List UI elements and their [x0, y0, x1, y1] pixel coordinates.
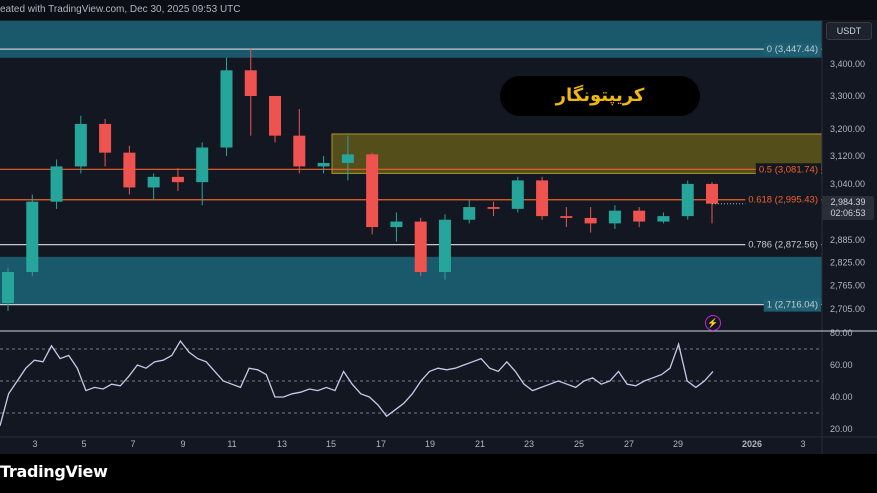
time-tick-label: 27	[624, 439, 634, 449]
attribution-text: eated with TradingView.com, Dec 30, 2025…	[0, 4, 241, 15]
rsi-tick-label: 80.00	[830, 328, 853, 338]
candle-body	[438, 219, 451, 273]
rsi-tick-label: 20.00	[830, 424, 853, 434]
fib-label: 1 (2,716.04)	[767, 300, 818, 311]
fib-label: 0.5 (3,081.74)	[759, 164, 818, 175]
time-tick-label: 13	[277, 439, 287, 449]
zone-box	[0, 256, 822, 305]
candles-group	[2, 48, 718, 311]
candle-body	[463, 207, 476, 220]
alert-bolt-icon[interactable]: ⚡	[705, 315, 721, 331]
logo-text: کریپتونگار	[555, 85, 645, 106]
zone-box	[331, 133, 823, 174]
zone-box	[0, 20, 822, 58]
candle-body	[536, 180, 549, 217]
candle-body	[269, 95, 282, 136]
time-tick-label: 11	[227, 439, 236, 449]
rsi-tick-label: 60.00	[830, 360, 853, 370]
candle-body	[341, 154, 354, 163]
candle-body	[147, 176, 160, 188]
price-tick-label: 3,040.00	[830, 179, 865, 189]
current-price-label: 2,984.39 02:06:53	[822, 196, 874, 220]
candle-body	[99, 123, 112, 153]
candle-body	[633, 210, 646, 222]
time-tick-label: 21	[475, 439, 485, 449]
attribution-bar: eated with TradingView.com, Dec 30, 2025…	[0, 0, 877, 20]
time-tick-label: 9	[180, 439, 185, 449]
candle-body	[560, 216, 573, 218]
time-tick-label: 15	[326, 439, 336, 449]
candle-body	[26, 201, 39, 273]
currency-selector[interactable]: USDT	[826, 22, 872, 40]
tradingview-brand: TradingView	[0, 462, 108, 481]
fib-label-bg	[763, 298, 821, 312]
candle-countdown: 02:06:53	[830, 208, 866, 218]
fib-label-bg	[755, 163, 821, 177]
price-tick-label: 2,825.00	[830, 257, 865, 267]
candle-body	[317, 162, 330, 167]
candle-body	[390, 221, 403, 228]
watermark-logo: کریپتونگار	[500, 76, 700, 116]
fib-label: 0.786 (2,872.56)	[748, 240, 818, 251]
fib-label: 0 (3,447.44)	[767, 44, 818, 55]
candle-body	[608, 210, 621, 224]
time-tick-label: 29	[673, 439, 683, 449]
time-tick-label: 3	[32, 439, 37, 449]
candle-body	[511, 180, 524, 209]
price-tick-label: 2,765.00	[830, 280, 865, 290]
candle-body	[2, 272, 14, 304]
price-tick-label: 3,300.00	[830, 91, 865, 101]
candle-body	[74, 123, 87, 167]
candle-body	[220, 70, 233, 148]
candle-body	[487, 207, 500, 209]
current-price-value: 2,984.39	[830, 197, 866, 207]
candle-body	[706, 183, 718, 204]
time-tick-label: 25	[574, 439, 584, 449]
price-tick-label: 3,120.00	[830, 151, 865, 161]
time-tick-label: 5	[81, 439, 86, 449]
price-chart[interactable]: 0 (3,447.44) 0.5 (3,081.74) 0.618 (2,995.4…	[0, 0, 877, 454]
time-tick-label: 19	[425, 439, 435, 449]
fib-label-bg	[763, 43, 821, 57]
price-axis-panel	[822, 20, 877, 436]
time-tick-label: 17	[376, 439, 386, 449]
candle-body	[196, 147, 209, 183]
candle-body	[584, 217, 597, 224]
price-tick-label: 3,400.00	[830, 59, 865, 69]
candle-body	[123, 152, 136, 188]
fib-label-bg	[745, 193, 821, 207]
rsi-tick-label: 40.00	[830, 392, 853, 402]
fib-label: 0.618 (2,995.43)	[748, 195, 818, 206]
candle-body	[681, 183, 694, 217]
candle-body	[366, 154, 379, 228]
footer-bar: TradingView	[0, 454, 877, 493]
rsi-line	[0, 339, 714, 426]
candle-body	[657, 216, 670, 222]
candle-body	[50, 166, 63, 202]
candle-body	[244, 70, 257, 96]
fib-label-bg	[745, 238, 821, 252]
time-tick-label: 7	[130, 439, 135, 449]
price-tick-label: 2,705.00	[830, 304, 865, 314]
rsi-pane	[0, 331, 877, 454]
candle-body	[293, 135, 306, 167]
price-tick-label: 2,885.00	[830, 235, 865, 245]
time-tick-label: 2026	[742, 439, 762, 449]
price-tick-label: 3,200.00	[830, 124, 865, 134]
time-tick-label: 3	[800, 439, 805, 449]
candle-body	[414, 221, 427, 273]
candle-body	[171, 176, 184, 183]
time-tick-label: 23	[524, 439, 534, 449]
